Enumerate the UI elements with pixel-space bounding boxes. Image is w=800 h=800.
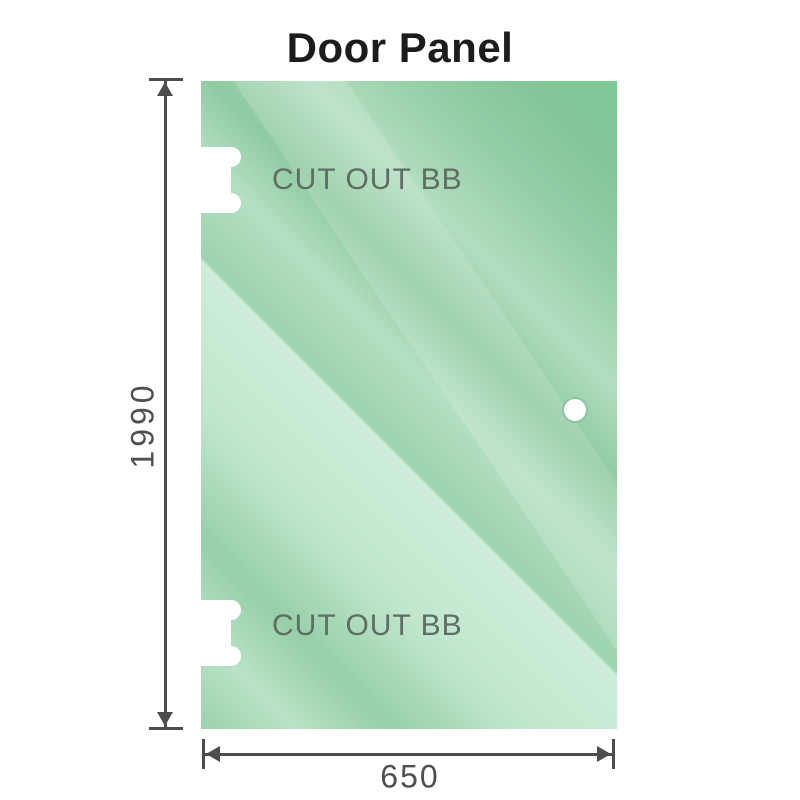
arrow-right-icon xyxy=(597,746,611,762)
cutout-label-top: CUT OUT BB xyxy=(272,163,463,196)
width-dim-cap-right xyxy=(612,739,615,769)
hinge-cutout-top-lobe-upper xyxy=(221,147,241,167)
width-dim-cap-left xyxy=(202,739,205,769)
height-dim-label: 1990 xyxy=(124,381,161,469)
hinge-cutout-bottom-lobe-upper xyxy=(221,600,241,620)
arrow-up-icon xyxy=(157,82,173,96)
hinge-cutout-bottom-lobe-lower xyxy=(221,646,241,666)
cutout-label-bottom: CUT OUT BB xyxy=(272,609,463,642)
glass-panel xyxy=(201,81,617,729)
height-dim-cap-bottom xyxy=(149,727,183,730)
hinge-cutout-top-lobe-lower xyxy=(221,193,241,213)
handle-hole xyxy=(562,397,588,423)
width-dim-line xyxy=(204,753,614,756)
arrow-left-icon xyxy=(206,746,220,762)
height-dim-line xyxy=(164,80,167,729)
width-dim-label: 650 xyxy=(380,758,440,795)
height-dim-cap-top xyxy=(149,78,183,81)
arrow-down-icon xyxy=(157,712,173,726)
page-title: Door Panel xyxy=(286,24,514,71)
